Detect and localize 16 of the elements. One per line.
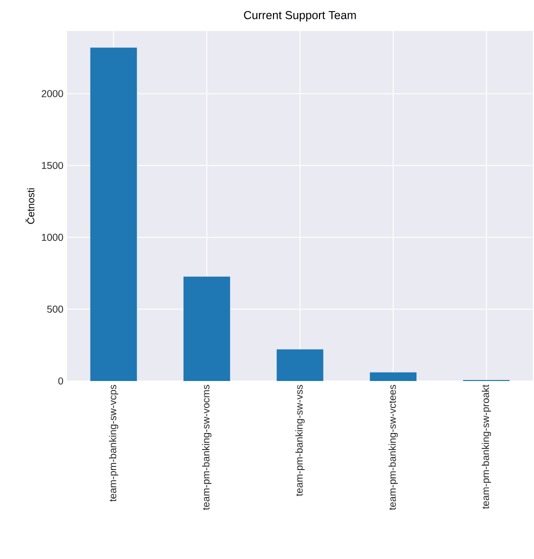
- y-tick-label: 2000: [42, 90, 64, 98]
- x-tick-label: team-pm-banking-sw-vss: [295, 384, 305, 496]
- y-axis-title: Četnosti: [26, 188, 34, 224]
- y-tick-label: 0: [58, 377, 64, 385]
- chart-title: Current Support Team: [244, 11, 356, 22]
- y-tick-label: 1500: [42, 162, 64, 170]
- x-tick-label: team-pm-banking-sw-vcps: [108, 384, 118, 502]
- bar: [276, 349, 324, 381]
- x-tick-label: team-pm-banking-sw-vctees: [388, 384, 398, 510]
- y-tick-label: 500: [47, 306, 64, 313]
- bar: [90, 48, 137, 381]
- bar: [370, 372, 416, 381]
- bar: [184, 276, 230, 381]
- x-tick-label: team-pm-banking-sw-proakt: [482, 384, 492, 509]
- y-tick-label: 1000: [42, 234, 64, 241]
- x-tick-label: team-pm-banking-sw-vocms: [202, 384, 212, 510]
